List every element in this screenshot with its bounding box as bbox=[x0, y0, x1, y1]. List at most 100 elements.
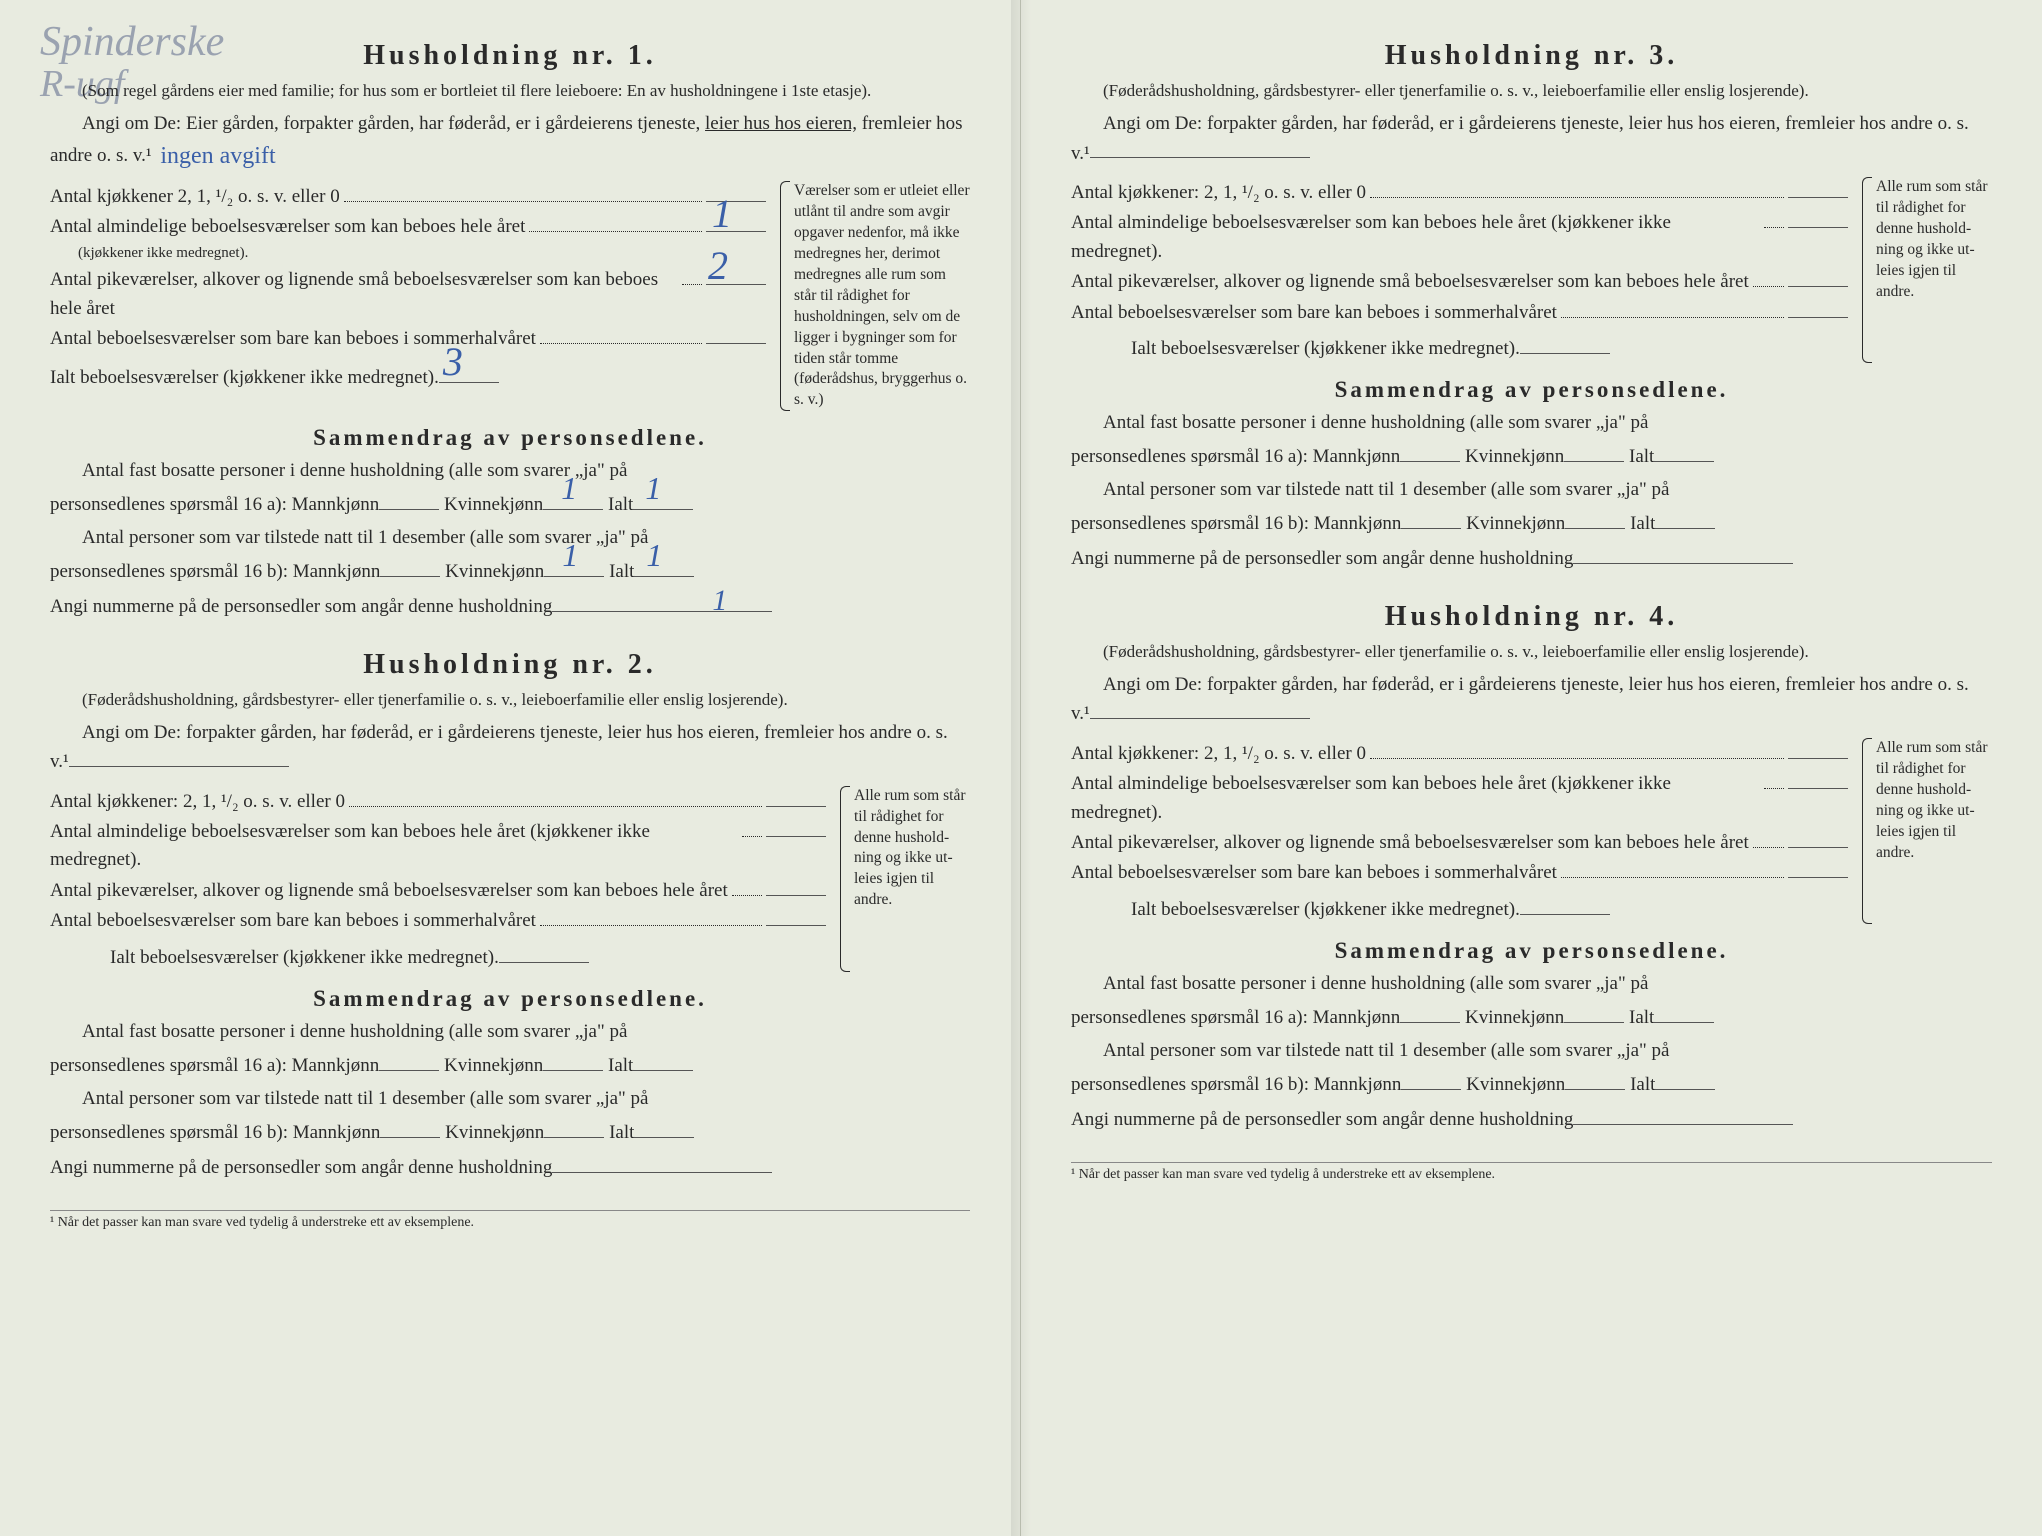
hh1-r1: Antal kjøkkener 2, 1, ¹/₂ o. s. v. eller… bbox=[50, 183, 340, 212]
hh2-p1b-m: personsedlenes spørsmål 16 a): Mannkjønn bbox=[50, 1055, 379, 1076]
hh1-p1b-m: personsedlenes spørsmål 16 a): Mannkjønn bbox=[50, 494, 379, 515]
hh1-p3-label: Angi nummerne på de personsedler som ang… bbox=[50, 596, 552, 617]
hh4-sum-p2b: personsedlenes spørsmål 16 b): Mannkjønn… bbox=[1071, 1069, 1992, 1098]
hh2-rooms-side: Alle rum som står til rådighet for denne… bbox=[840, 786, 970, 972]
hh4-p2b-k: Kvinnekjønn bbox=[1466, 1074, 1565, 1095]
hh2-p2b-i: Ialt bbox=[609, 1122, 634, 1143]
brace-icon bbox=[780, 181, 790, 411]
footnote-right: ¹ Når det passer kan man svare ved tydel… bbox=[1071, 1162, 1992, 1183]
hh1-hw-k2: 1 bbox=[562, 532, 578, 578]
hh3-p1b-m: personsedlenes spørsmål 16 a): Mannkjønn bbox=[1071, 446, 1400, 467]
hh1-r3: Antal pikeværelser, alkover og lignende … bbox=[50, 266, 678, 323]
hh1-sum-p2b: personsedlenes spørsmål 16 b): Mannkjønn… bbox=[50, 556, 970, 585]
hh1-hw-2: 1 bbox=[712, 184, 732, 244]
hh3-sum-p2b: personsedlenes spørsmål 16 b): Mannkjønn… bbox=[1071, 508, 1992, 537]
hh3-paren: (Føderådshusholdning, gårdsbestyrer- ell… bbox=[1071, 80, 1992, 103]
hh3-r3: Antal pikeværelser, alkover og lignende … bbox=[1071, 268, 1749, 297]
hh4-r5: Ialt beboelsesværelser (kjøkkener ikke m… bbox=[1131, 896, 1520, 925]
brace-icon bbox=[1862, 738, 1872, 924]
hh2-p2b-m: personsedlenes spørsmål 16 b): Mannkjønn bbox=[50, 1122, 380, 1143]
hh1-sum-p2a: Antal personer som var tilstede natt til… bbox=[50, 524, 970, 552]
hh2-paren: (Føderådshusholdning, gårdsbestyrer- ell… bbox=[50, 689, 970, 712]
hh3-rooms-left: Antal kjøkkener: 2, 1, ¹/₂ o. s. v. elle… bbox=[1071, 177, 1848, 363]
hh4-sum-p3: Angi nummerne på de personsedler som ang… bbox=[1071, 1104, 1992, 1133]
hh1-r2b: (kjøkkener ikke medregnet). bbox=[50, 242, 766, 265]
hh2-r5: Ialt beboelsesværelser (kjøkkener ikke m… bbox=[110, 944, 499, 973]
hh3-side-text: Alle rum som står til rådighet for denne… bbox=[1876, 178, 1988, 300]
hh1-r4: Antal beboelsesværelser som bare kan be­… bbox=[50, 325, 536, 354]
hh2-sum-p1b: personsedlenes spørsmål 16 a): Mannkjønn… bbox=[50, 1050, 970, 1079]
hh4-side-text: Alle rum som står til rådighet for denne… bbox=[1876, 739, 1988, 861]
hh2-rooms-left: Antal kjøkkener: 2, 1, ¹/₂ o. s. v. elle… bbox=[50, 786, 826, 972]
hh4-r3: Antal pikeværelser, alkover og lignende … bbox=[1071, 829, 1749, 858]
hh1-hw-k1: 1 bbox=[561, 465, 577, 511]
household-2: Husholdning nr. 2. (Føderådshusholdning,… bbox=[50, 649, 970, 1182]
hh4-r4: Antal beboelsesværelser som bare kan beb… bbox=[1071, 859, 1557, 888]
hh4-angi: Angi om De: forpakter gården, har føderå… bbox=[1071, 672, 1992, 728]
hh4-p2b-m: personsedlenes spørsmål 16 b): Mannkjønn bbox=[1071, 1074, 1401, 1095]
brace-icon bbox=[1862, 177, 1872, 363]
hh2-sum-p1a: Antal fast bosatte personer i denne hush… bbox=[50, 1018, 970, 1046]
hh4-sum-p2a: Antal personer som var tilstede natt til… bbox=[1071, 1037, 1992, 1065]
hh1-rooms-left: Antal kjøkkener 2, 1, ¹/₂ o. s. v. eller… bbox=[50, 181, 766, 411]
hh4-paren: (Føderådshusholdning, gårdsbestyrer- ell… bbox=[1071, 641, 1992, 664]
hh3-p1b-i: Ialt bbox=[1629, 446, 1654, 467]
hh1-sum-p1a: Antal fast bosatte personer i denne hush… bbox=[50, 457, 970, 485]
household-4: Husholdning nr. 4. (Føderådshusholdning,… bbox=[1071, 601, 1992, 1134]
household-3: Husholdning nr. 3. (Føderådshusholdning,… bbox=[1071, 40, 1992, 573]
hh4-rooms-side: Alle rum som står til rådighet for denne… bbox=[1862, 738, 1992, 924]
hh2-p1b-i: Ialt bbox=[608, 1055, 633, 1076]
hh1-hw-angi: ingen avgift bbox=[160, 143, 275, 169]
hh2-sum-p2b: personsedlenes spørsmål 16 b): Mannkjønn… bbox=[50, 1117, 970, 1146]
right-page: Husholdning nr. 3. (Føderådshusholdning,… bbox=[1021, 0, 2042, 1536]
hh3-r5: Ialt beboelsesværelser (kjøkkener ikke m… bbox=[1131, 335, 1520, 364]
hh3-r4: Antal beboelsesværelser som bare kan beb… bbox=[1071, 299, 1557, 328]
hh4-sum-title: Sammendrag av personsedlene. bbox=[1071, 938, 1992, 964]
left-page: Spinderske R-ugf Husholdning nr. 1. (Som… bbox=[0, 0, 1021, 1536]
hh1-sum-title: Sammendrag av personsedlene. bbox=[50, 425, 970, 451]
hh1-angi: Angi om De: Eier gården, forpakter gårde… bbox=[50, 111, 970, 171]
hh3-sum-p2a: Antal personer som var tilstede natt til… bbox=[1071, 476, 1992, 504]
hh3-r1: Antal kjøkkener: 2, 1, ¹/₂ o. s. v. elle… bbox=[1071, 179, 1366, 208]
hh1-side-text: Værelser som er utleiet eller utlånt til… bbox=[794, 182, 970, 408]
hh1-angi-prefix: Angi om De: Eier gården, forpakter gårde… bbox=[82, 113, 705, 134]
hh2-p1b-k: Kvinnekjønn bbox=[444, 1055, 543, 1076]
hh1-hw-num: 1 bbox=[712, 579, 727, 623]
hh1-hw-5: 3 bbox=[443, 332, 463, 392]
hh1-r2: Antal almindelige beboelsesværelser som … bbox=[50, 213, 525, 242]
hh3-p2b-k: Kvinnekjønn bbox=[1466, 513, 1565, 534]
hh4-sum-p1b: personsedlenes spørsmål 16 a): Mannkjønn… bbox=[1071, 1002, 1992, 1031]
hh4-p1b-i: Ialt bbox=[1629, 1007, 1654, 1028]
hh1-angi-underlined: leier hus hos eieren, bbox=[705, 113, 857, 134]
hh3-p2b-m: personsedlenes spørsmål 16 b): Mannkjønn bbox=[1071, 513, 1401, 534]
hh1-p1b-i: Ialt bbox=[608, 494, 633, 515]
hh4-p1b-m: personsedlenes spørsmål 16 a): Mannkjønn bbox=[1071, 1007, 1400, 1028]
hh1-rooms-side: Værelser som er utleiet eller utlånt til… bbox=[780, 181, 970, 411]
hh2-r2: Antal almindelige beboelsesværelser som … bbox=[50, 818, 738, 875]
hh1-p1b-k: Kvinnekjønn bbox=[444, 494, 543, 515]
hh3-sum-p1b: personsedlenes spørsmål 16 a): Mannkjønn… bbox=[1071, 441, 1992, 470]
hh2-r1: Antal kjøkkener: 2, 1, ¹/₂ o. s. v. elle… bbox=[50, 788, 345, 817]
hh3-angi: Angi om De: forpakter gården, har føderå… bbox=[1071, 111, 1992, 167]
hh3-rooms-side: Alle rum som står til rådighet for denne… bbox=[1862, 177, 1992, 363]
hh2-rooms: Antal kjøkkener: 2, 1, ¹/₂ o. s. v. elle… bbox=[50, 786, 970, 972]
hh1-sum-p1b: personsedlenes spørsmål 16 a): Mannkjønn… bbox=[50, 489, 970, 518]
hh2-side-text: Alle rum som står til rådighet for denne… bbox=[854, 787, 966, 909]
hh2-r3: Antal pikeværelser, alkover og lignende … bbox=[50, 877, 728, 906]
hh2-angi: Angi om De: forpakter gården, har føderå… bbox=[50, 720, 970, 776]
hh3-sum-p1a: Antal fast bosatte personer i denne hush… bbox=[1071, 409, 1992, 437]
hh3-sum-title: Sammendrag av personsedlene. bbox=[1071, 377, 1992, 403]
hh1-sum-p3: Angi nummerne på de personsedler som ang… bbox=[50, 591, 970, 620]
hh3-p1b-k: Kvinnekjønn bbox=[1465, 446, 1564, 467]
hh3-p2b-i: Ialt bbox=[1630, 513, 1655, 534]
hh1-paren: (Som regel gårdens eier med familie; for… bbox=[50, 80, 970, 103]
hh2-sum-p3: Angi nummerne på de personsedler som ang… bbox=[50, 1152, 970, 1181]
hh2-p2b-k: Kvinnekjønn bbox=[445, 1122, 544, 1143]
hh2-p3-label: Angi nummerne på de personsedler som ang… bbox=[50, 1157, 552, 1178]
hh1-p2b-k: Kvinnekjønn bbox=[445, 561, 544, 582]
hh1-hw-3: 2 bbox=[708, 236, 728, 296]
hh1-hw-i1: 1 bbox=[645, 465, 661, 511]
hh4-r1: Antal kjøkkener: 2, 1, ¹/₂ o. s. v. elle… bbox=[1071, 740, 1366, 769]
hh3-title: Husholdning nr. 3. bbox=[1071, 40, 1992, 72]
hh1-p2b-i: Ialt bbox=[609, 561, 634, 582]
